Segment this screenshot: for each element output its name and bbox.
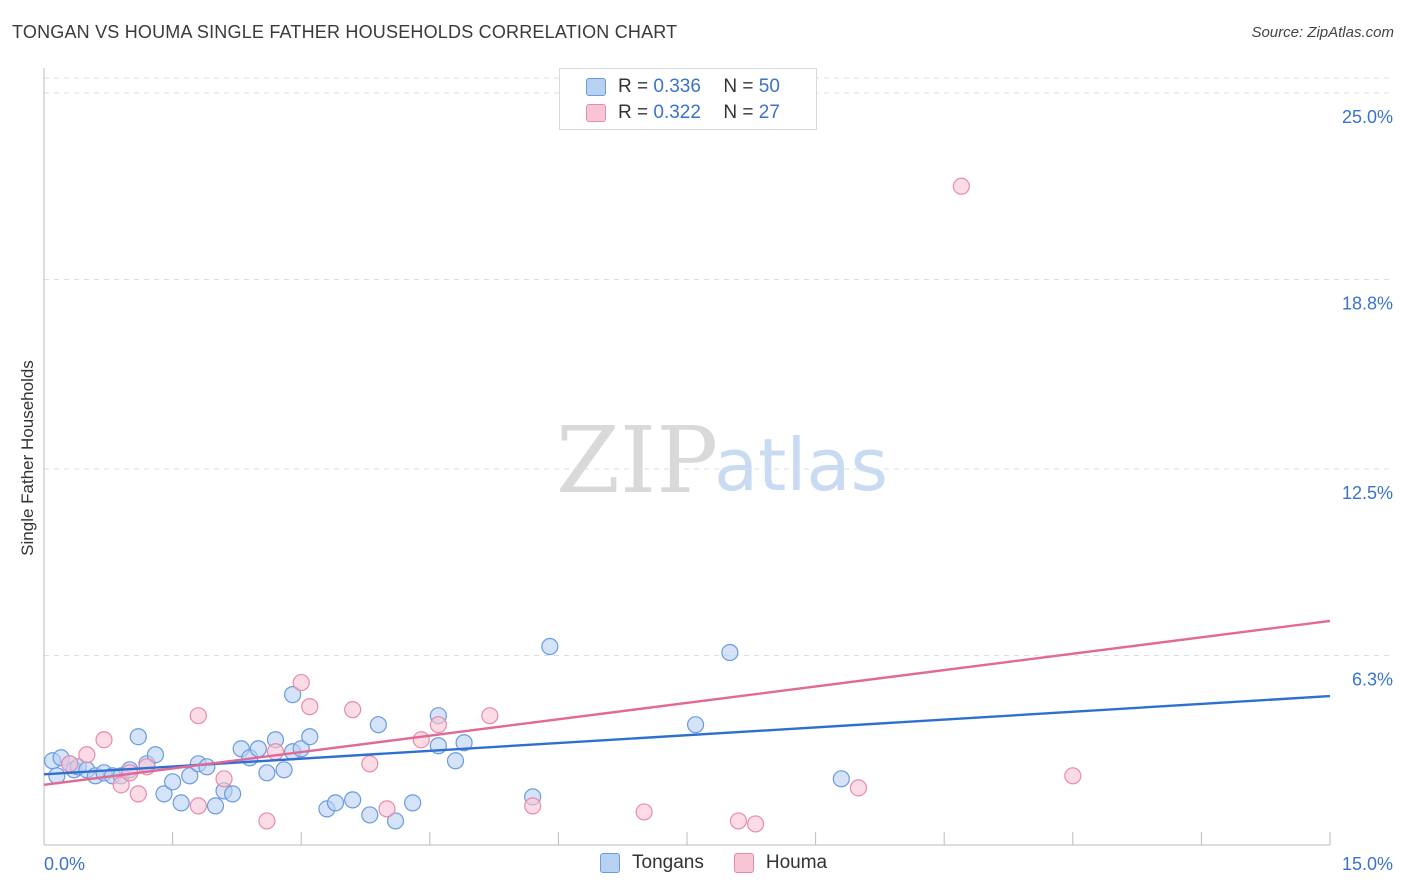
y-tick-label: 18.8% bbox=[1342, 294, 1393, 314]
series-swatch-tongans bbox=[600, 853, 620, 873]
data-point-houma bbox=[361, 755, 379, 773]
data-points bbox=[43, 177, 1082, 833]
legend-n-value-houma: 27 bbox=[758, 102, 780, 123]
data-point-tongans bbox=[198, 758, 216, 776]
watermark: ZIP atlas bbox=[556, 407, 888, 514]
trend-line-tongans bbox=[43, 694, 1331, 776]
data-point-tongans bbox=[146, 746, 165, 764]
legend-row-tongans: R = 0.336 N = 50 bbox=[586, 75, 780, 99]
data-point-tongans bbox=[326, 794, 345, 812]
data-point-tongans bbox=[404, 794, 422, 812]
data-point-tongans bbox=[258, 764, 276, 782]
data-point-houma bbox=[746, 815, 765, 833]
series-legend-label-tongans: Tongans bbox=[632, 852, 704, 873]
y-tick-label: 12.5% bbox=[1342, 483, 1393, 503]
data-point-houma bbox=[952, 177, 970, 195]
series-swatch-houma bbox=[733, 853, 754, 873]
source-label: Source: ZipAtlas.com bbox=[1251, 24, 1394, 41]
legend-r-value-tongans: 0.336 bbox=[653, 76, 701, 97]
legend-row-houma: R = 0.322 N = 27 bbox=[586, 101, 780, 125]
data-point-tongans bbox=[301, 728, 319, 746]
axes bbox=[43, 68, 1331, 846]
data-point-houma bbox=[301, 698, 319, 716]
data-point-tongans bbox=[361, 806, 379, 824]
data-point-houma bbox=[1064, 767, 1082, 785]
data-point-tongans bbox=[181, 767, 199, 785]
series-legend-tongans[interactable]: Tongans bbox=[600, 852, 704, 874]
trend-lines bbox=[43, 619, 1331, 787]
data-point-houma bbox=[266, 743, 285, 761]
legend-swatch-tongans bbox=[586, 78, 606, 96]
data-point-houma bbox=[412, 731, 430, 749]
data-point-houma bbox=[378, 800, 396, 818]
legend-n-value-tongans: 50 bbox=[758, 76, 780, 97]
data-point-tongans bbox=[686, 716, 705, 734]
legend-n-label: N = bbox=[723, 102, 754, 123]
data-point-houma bbox=[635, 803, 653, 821]
data-point-tongans bbox=[446, 752, 465, 770]
data-point-houma bbox=[95, 731, 113, 749]
tick-labels: 6.3% 12.5% 18.8% 25.0% 0.0% 15.0% bbox=[44, 107, 1393, 874]
gridlines bbox=[44, 77, 1394, 657]
data-point-houma bbox=[215, 770, 233, 788]
data-point-houma bbox=[78, 746, 96, 764]
watermark-zip: ZIP bbox=[556, 407, 718, 514]
data-point-tongans bbox=[386, 812, 405, 830]
data-point-tongans bbox=[344, 791, 362, 809]
correlation-legend: R = 0.336 N = 50 R = 0.322 N = 27 bbox=[559, 68, 817, 130]
series-legend-houma[interactable]: Houma bbox=[733, 852, 828, 874]
y-tick-label: 25.0% bbox=[1342, 107, 1393, 127]
data-point-tongans bbox=[832, 770, 850, 788]
data-point-tongans bbox=[541, 637, 559, 656]
data-point-tongans bbox=[172, 794, 190, 812]
data-point-tongans bbox=[206, 797, 225, 815]
x-tick-label: 0.0% bbox=[44, 854, 85, 874]
data-point-houma bbox=[258, 812, 276, 830]
watermark-atlas: atlas bbox=[714, 423, 888, 507]
y-tick-label: 6.3% bbox=[1352, 670, 1393, 690]
data-point-houma bbox=[292, 673, 310, 692]
data-point-houma bbox=[129, 785, 147, 803]
data-point-houma bbox=[481, 707, 499, 725]
data-point-houma bbox=[429, 716, 447, 734]
data-point-houma bbox=[524, 797, 542, 815]
data-point-tongans bbox=[284, 686, 302, 704]
data-point-houma bbox=[189, 797, 207, 815]
x-tick-label: 15.0% bbox=[1342, 854, 1393, 874]
data-point-tongans bbox=[369, 716, 387, 734]
data-point-houma bbox=[849, 779, 868, 797]
legend-r-value-houma: 0.322 bbox=[653, 102, 701, 123]
data-point-tongans bbox=[721, 643, 739, 662]
data-point-tongans bbox=[275, 761, 293, 779]
data-point-tongans bbox=[249, 740, 267, 758]
data-point-houma bbox=[112, 776, 130, 794]
data-point-tongans bbox=[455, 734, 473, 752]
data-point-houma bbox=[189, 707, 207, 725]
legend-swatch-houma bbox=[586, 104, 606, 122]
series-legend: Tongans Houma bbox=[600, 852, 857, 874]
data-point-houma bbox=[729, 812, 748, 830]
data-point-tongans bbox=[155, 785, 173, 803]
data-point-houma bbox=[344, 701, 362, 719]
legend-r-label: R = bbox=[618, 102, 649, 123]
series-legend-label-houma: Houma bbox=[765, 852, 828, 873]
legend-r-label: R = bbox=[618, 76, 649, 97]
data-point-houma bbox=[61, 755, 79, 773]
legend-n-label: N = bbox=[723, 76, 754, 97]
data-point-tongans bbox=[129, 728, 147, 746]
data-point-tongans bbox=[164, 773, 182, 791]
chart-title: TONGAN VS HOUMA SINGLE FATHER HOUSEHOLDS… bbox=[12, 22, 678, 42]
trend-line-houma bbox=[43, 619, 1331, 787]
data-point-tongans bbox=[224, 785, 242, 803]
